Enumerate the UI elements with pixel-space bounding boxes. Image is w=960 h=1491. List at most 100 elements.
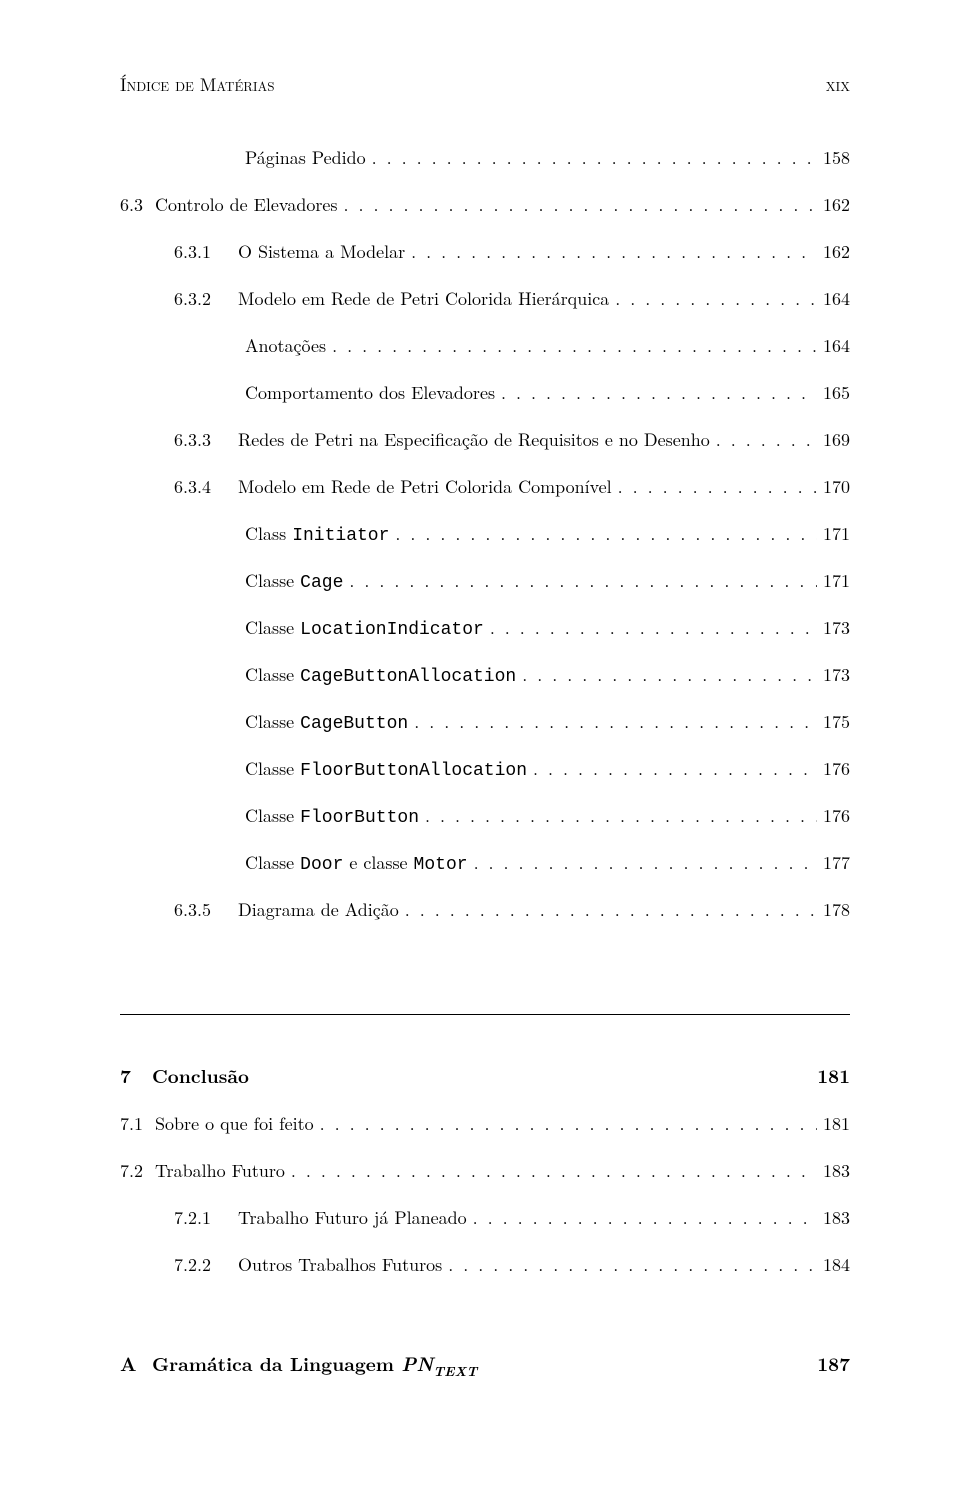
appendix-line: A Gramática da Linguagem PNTEXT 187 [120,1349,850,1381]
toc-entry: 7.2 Trabalho Futuro 183 [120,1158,850,1183]
toc-entry-label: Comportamento dos Elevadores [245,380,495,405]
toc-entry-page: 181 [823,1111,850,1136]
toc-entry-number: 6.3.2 [174,286,226,311]
toc-entry-page: 170 [823,474,850,499]
toc-leader-dots [425,803,817,828]
toc-entry: 7.1 Sobre o que foi feito 181 [120,1111,850,1136]
toc-entry-label: Classe CageButtonAllocation [245,662,516,687]
toc-leader-dots [372,145,817,170]
toc-entry-page: 178 [823,897,850,922]
toc-entry-page: 173 [823,662,850,687]
toc-leader-dots [411,239,817,264]
toc-leader-dots [349,568,817,593]
toc-entry-label-mono: CageButton [300,714,408,734]
toc-entry-label-pre: Class [245,521,292,546]
toc-entry-label-mono: FloorButton [300,808,419,828]
toc-entry-label-mid: e classe [343,850,413,875]
toc-leader-dots [615,286,817,311]
toc-leader-dots [473,1205,817,1230]
toc-entry-label-mono: Initiator [292,526,389,546]
appendix-title-pre: Gramática da Linguagem [152,1349,401,1377]
toc-entry-page: 171 [823,568,850,593]
toc-entry-page: 184 [823,1252,850,1277]
toc-entry: Classe CageButtonAllocation 173 [120,662,850,687]
toc-entry: 6.3Controlo de Elevadores162 [120,192,850,217]
toc-entry: 7.2.2Outros Trabalhos Futuros184 [120,1252,850,1277]
toc-chapter7-block: 7.1 Sobre o que foi feito 181 7.2 Trabalho F… [120,1111,850,1277]
toc-entry-label-mono2: Motor [414,855,468,875]
toc-entry-number: 7.1 [120,1111,143,1136]
toc-entry-label: Classe Cage [245,568,343,593]
toc-entry: Comportamento dos Elevadores 165 [120,380,850,405]
appendix-title-var: PN [401,1349,433,1377]
toc-entry-label: Classe FloorButtonAllocation [245,756,527,781]
chapter-number: 7 [120,1061,152,1089]
toc-entry: Class Initiator 171 [120,521,850,546]
toc-entry-label-mono: FloorButtonAllocation [300,761,527,781]
toc-entry-label: Classe Door e classe Motor [245,850,468,875]
toc-entry-page: 164 [823,286,850,311]
toc-entry-label: Classe CageButton [245,709,408,734]
toc-entry-label: Trabalho Futuro [155,1158,285,1183]
toc-entry-label: Diagrama de Adição [238,897,399,922]
toc-entry: Páginas Pedido158 [120,145,850,170]
toc-entry-page: 164 [823,333,850,358]
toc-entry: Classe Cage 171 [120,568,850,593]
toc-leader-dots [618,474,817,499]
toc-entry-number: 7.2.2 [174,1252,226,1277]
toc-entry-label: Modelo em Rede de Petri Colorida Componí… [238,474,612,499]
toc-entry-label-pre: Classe [245,709,300,734]
toc-entry: 6.3.1O Sistema a Modelar162 [120,239,850,264]
toc-entry-number: 7.2 [120,1158,143,1183]
toc-entry-page: 171 [823,521,850,546]
chapter-7-line: 7 Conclusão 181 [120,1061,850,1089]
toc-entry-label: Classe FloorButton [245,803,419,828]
toc-entry-label-pre: Classe [245,568,300,593]
toc-entry-label-mono: Door [300,855,343,875]
toc-entry-label: Sobre o que foi feito [155,1111,314,1136]
toc-entry-label: Trabalho Futuro já Planeado [238,1205,467,1230]
toc-main-block: Páginas Pedido158 6.3Controlo de Elevador… [120,145,850,922]
toc-leader-dots [501,380,817,405]
toc-leader-dots [405,897,817,922]
toc-entry-page: 175 [823,709,850,734]
divider [120,1014,850,1015]
toc-entry-label: Anotações [245,333,326,358]
running-head: Índice de Matérias xix [120,72,850,97]
toc-entry-page: 183 [823,1205,850,1230]
toc-entry: Classe Door e classe Motor177 [120,850,850,875]
toc-entry-label-pre: Classe [245,662,300,687]
toc-entry-number: 6.3.3 [174,427,226,452]
toc-entry-label: Classe LocationIndicator [245,615,484,640]
running-head-left: Índice de Matérias [120,72,275,97]
toc-leader-dots [332,333,817,358]
toc-entry-page: 162 [823,192,850,217]
toc-entry-label-mono: LocationIndicator [300,620,484,640]
toc-leader-dots [320,1111,817,1136]
toc-entry-label: Redes de Petri na Especificação de Requi… [238,427,710,452]
toc-leader-dots [533,756,817,781]
toc-entry: 6.3.5Diagrama de Adição178 [120,897,850,922]
chapter-page: 181 [817,1061,850,1089]
toc-entry-number: 6.3.4 [174,474,226,499]
toc-entry-number: 6.3 [120,192,143,217]
toc-leader-dots [716,427,817,452]
toc-entry-label: Class Initiator [245,521,389,546]
appendix-title: Gramática da Linguagem PNTEXT [152,1349,817,1381]
toc-entry-label-mono: CageButtonAllocation [300,667,516,687]
toc-entry-label-pre: Classe [245,850,300,875]
toc-entry-page: 173 [823,615,850,640]
toc-entry: Classe FloorButtonAllocation176 [120,756,850,781]
toc-entry-label: Modelo em Rede de Petri Colorida Hierárq… [238,286,609,311]
toc-entry-number: 7.2.1 [174,1205,226,1230]
toc-entry-page: 183 [823,1158,850,1183]
toc-entry: 7.2.1 Trabalho Futuro já Planeado 183 [120,1205,850,1230]
toc-entry-page: 162 [823,239,850,264]
toc-leader-dots [343,192,817,217]
toc-entry-page: 176 [823,803,850,828]
toc-entry-page: 165 [823,380,850,405]
appendix-title-sub: TEXT [433,1361,477,1381]
toc-entry: 6.3.3 Redes de Petri na Especificação de … [120,427,850,452]
appendix-page: 187 [817,1349,850,1377]
toc-leader-dots [395,521,817,546]
